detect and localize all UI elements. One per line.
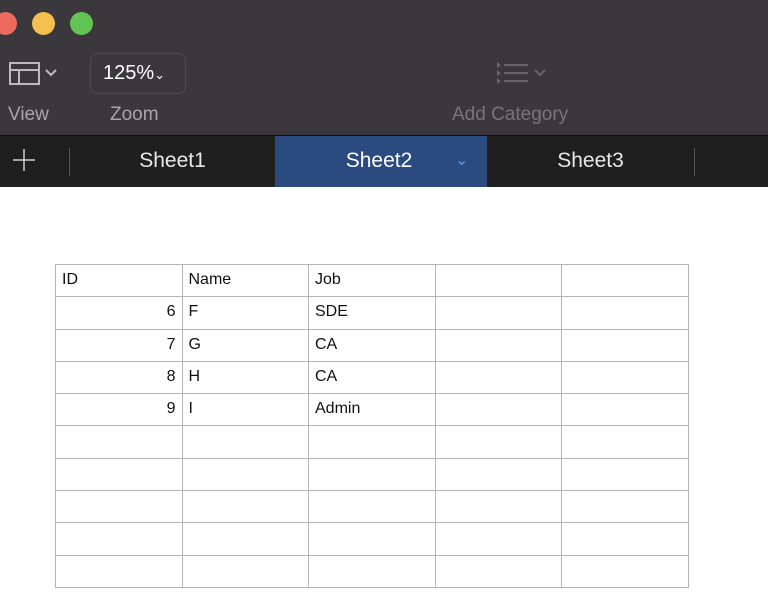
add-category-button[interactable]: [494, 60, 554, 88]
chevron-down-icon[interactable]: ⌄: [455, 152, 469, 169]
table-cell[interactable]: [181, 490, 309, 524]
table-row: 6 F SDE: [55, 296, 689, 330]
view-button[interactable]: [8, 60, 64, 88]
header-row: ID Name Job: [55, 263, 689, 298]
tab-sheet2[interactable]: Sheet2 ⌄: [275, 136, 487, 187]
table-cell[interactable]: [181, 522, 309, 556]
table-cell[interactable]: [434, 425, 562, 459]
tab-label: Sheet1: [139, 149, 206, 172]
maximize-button[interactable]: [70, 12, 93, 35]
table-cell[interactable]: [308, 457, 436, 492]
table-cell[interactable]: [55, 490, 183, 524]
tab-label: Sheet3: [557, 149, 624, 172]
table-cell[interactable]: CA: [308, 328, 436, 362]
chevron-down-icon: ⌄: [154, 67, 166, 82]
table-cell[interactable]: I: [181, 393, 309, 427]
table-cell[interactable]: [434, 490, 562, 524]
table-cell[interactable]: [434, 457, 562, 492]
view-label: View: [8, 104, 49, 125]
toolbar: View 125%⌄ Zoom Add Category: [0, 0, 768, 135]
table-cell[interactable]: F: [181, 296, 309, 330]
tab-sheet3[interactable]: Sheet3: [487, 136, 694, 187]
header-cell[interactable]: [434, 263, 562, 298]
zoom-dropdown[interactable]: 125%⌄: [90, 53, 186, 94]
table-cell[interactable]: [181, 425, 309, 459]
data-table: ID Name Job 6 F SDE 7 G CA 8 H CA 9 I Admin: [55, 263, 689, 588]
tab-divider: [694, 148, 695, 176]
table-row: 9 I Admin: [55, 393, 689, 427]
table-cell[interactable]: [434, 522, 562, 556]
table-cell[interactable]: Admin: [308, 393, 436, 427]
table-cell[interactable]: CA: [308, 360, 436, 395]
table-cell[interactable]: 6: [55, 296, 183, 330]
table-cell[interactable]: [561, 328, 689, 362]
table-row: 8 H CA: [55, 360, 689, 395]
table-cell[interactable]: [308, 490, 436, 524]
sheet-tab-bar: Sheet1 Sheet2 ⌄ Sheet3: [0, 135, 768, 187]
table-cell[interactable]: [308, 522, 436, 556]
plus-icon: [13, 149, 35, 171]
table-row: [55, 490, 689, 524]
table-cell[interactable]: G: [181, 328, 309, 362]
table-cell[interactable]: [561, 554, 689, 588]
close-button[interactable]: [0, 12, 17, 35]
table-row: [55, 457, 689, 492]
table-cell[interactable]: [434, 328, 562, 362]
tab-label: Sheet2: [345, 149, 413, 172]
tab-divider: [69, 148, 70, 176]
table-cell[interactable]: [561, 457, 689, 492]
table-row: 7 G CA: [55, 328, 689, 362]
minimize-button[interactable]: [32, 12, 55, 35]
table-row: [55, 425, 689, 459]
header-cell[interactable]: ID: [55, 263, 183, 298]
header-cell[interactable]: Job: [308, 263, 436, 298]
table-row: [55, 522, 689, 556]
table-cell[interactable]: 8: [55, 360, 183, 395]
table-cell[interactable]: [55, 425, 183, 459]
sidebar-layout-icon: [9, 62, 57, 85]
table-cell[interactable]: SDE: [308, 296, 436, 330]
table-cell[interactable]: [561, 360, 689, 395]
add-category-label: Add Category: [452, 104, 569, 125]
header-cell[interactable]: Name: [181, 263, 309, 298]
table-cell[interactable]: [561, 296, 689, 330]
list-icon: [497, 62, 546, 84]
table-cell[interactable]: [55, 554, 183, 588]
table-cell[interactable]: [55, 522, 183, 556]
table-cell[interactable]: [561, 490, 689, 524]
table-cell[interactable]: [308, 554, 436, 588]
table-cell[interactable]: [434, 554, 562, 588]
table-cell[interactable]: 7: [55, 328, 183, 362]
table-cell[interactable]: [561, 522, 689, 556]
zoom-value: 125%: [103, 62, 155, 84]
table-cell[interactable]: [308, 425, 436, 459]
table-cell[interactable]: [561, 393, 689, 427]
table-cell[interactable]: [434, 393, 562, 427]
table-cell[interactable]: [55, 457, 183, 492]
table-cell[interactable]: [434, 296, 562, 330]
table-cell[interactable]: 9: [55, 393, 183, 427]
tab-sheet1[interactable]: Sheet1: [70, 136, 275, 187]
table-row: [55, 554, 689, 588]
zoom-label: Zoom: [110, 104, 159, 125]
header-cell[interactable]: [561, 263, 689, 298]
table-cell[interactable]: H: [181, 360, 309, 395]
table-cell[interactable]: [181, 554, 309, 588]
table-cell[interactable]: [181, 457, 309, 492]
table-cell[interactable]: [434, 360, 562, 395]
table-cell[interactable]: [561, 425, 689, 459]
add-sheet-button[interactable]: [12, 148, 36, 172]
